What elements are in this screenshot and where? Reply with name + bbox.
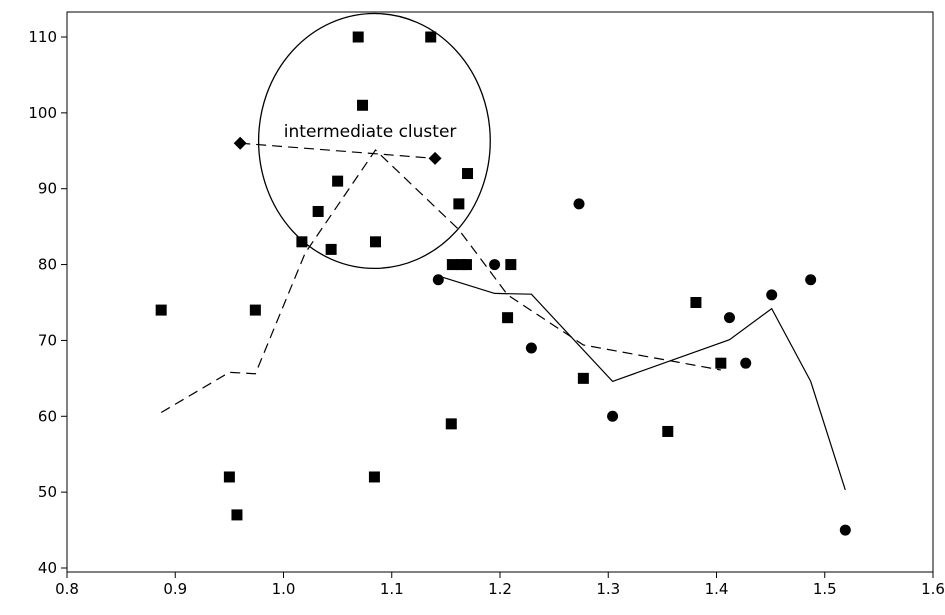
square-point: [445, 418, 457, 430]
y-tick-label: 90: [38, 180, 57, 198]
dashed-line: [160, 149, 721, 414]
x-tick-label: 0.8: [55, 580, 79, 598]
y-tick-label: 50: [38, 483, 57, 501]
square-point: [662, 425, 674, 437]
square-point: [505, 259, 517, 271]
square-point: [368, 471, 380, 483]
circle-point: [839, 524, 851, 536]
square-point: [690, 297, 702, 308]
x-tick-label: 0.9: [163, 580, 187, 598]
square-point: [352, 31, 364, 43]
circle-point: [432, 274, 444, 286]
square-point: [577, 372, 589, 384]
x-tick-label: 1.0: [272, 580, 296, 598]
x-tick-label: 1.3: [596, 580, 620, 598]
square-point: [312, 205, 324, 217]
y-tick-label: 100: [28, 104, 57, 122]
circle-point: [740, 357, 752, 369]
square-point: [370, 236, 382, 248]
x-tick-label: 1.1: [380, 580, 404, 598]
x-axis: 0.8 0.9 1.0 1.1 1.2 1.3 1.4 1.5 1.6: [55, 572, 945, 598]
plot-frame: [66, 11, 934, 573]
y-tick-label: 80: [38, 256, 57, 274]
cluster-circle: [257, 12, 491, 270]
square-point: [460, 259, 472, 271]
square-point: [453, 198, 465, 210]
y-tick-label: 40: [38, 559, 57, 577]
annotations: intermediate cluster: [257, 12, 491, 270]
circle-point: [525, 342, 537, 354]
series-markers: [155, 31, 851, 536]
square-point: [296, 236, 308, 248]
solid-line: [438, 275, 846, 491]
square-point: [223, 471, 235, 483]
square-point: [462, 168, 474, 180]
y-tick-label: 110: [28, 28, 57, 46]
square-point: [155, 304, 167, 316]
square-point: [446, 259, 458, 271]
diamond-point: [428, 151, 442, 165]
circle-point: [723, 312, 735, 324]
square-point: [231, 509, 243, 521]
dashed-line: [240, 142, 436, 159]
circle-point: [805, 274, 817, 286]
x-tick-label: 1.6: [921, 580, 945, 598]
diamond-point: [233, 136, 247, 150]
square-point: [357, 99, 369, 111]
square-point: [249, 304, 261, 316]
square-point: [502, 312, 514, 324]
square-point: [325, 243, 337, 255]
y-tick-label: 60: [38, 407, 57, 425]
y-axis: 40 50 60 70 80 90 100 110: [28, 28, 67, 577]
circle-point: [489, 259, 501, 271]
annotation-label: intermediate cluster: [284, 122, 457, 142]
y-tick-label: 70: [38, 331, 57, 349]
square-point: [425, 31, 437, 43]
series-lines: [160, 142, 846, 491]
square-point: [332, 175, 344, 187]
circle-point: [573, 198, 585, 210]
x-tick-label: 1.2: [488, 580, 512, 598]
circle-point: [766, 289, 778, 301]
circle-point: [607, 410, 619, 422]
x-tick-label: 1.4: [705, 580, 729, 598]
square-point: [715, 357, 727, 369]
x-tick-label: 1.5: [813, 580, 837, 598]
